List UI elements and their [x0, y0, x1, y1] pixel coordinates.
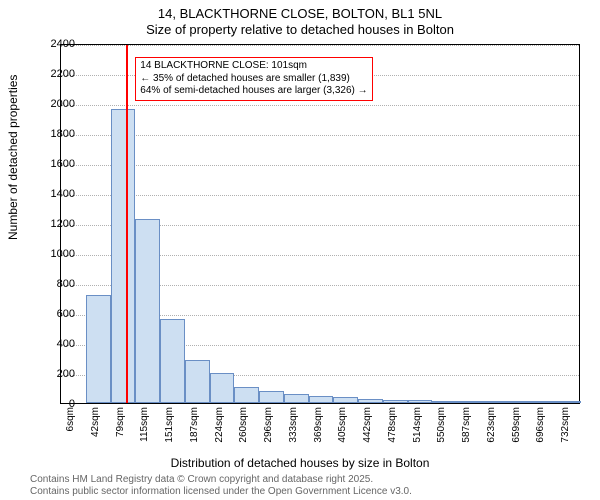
- ytick-label: 2400: [35, 38, 75, 50]
- ytick-label: 2200: [35, 68, 75, 80]
- ytick-label: 1600: [35, 158, 75, 170]
- histogram-bar: [457, 401, 482, 403]
- histogram-bar: [210, 373, 235, 403]
- xtick-label: 187sqm: [189, 407, 200, 457]
- ytick-label: 200: [35, 368, 75, 380]
- ytick-label: 1200: [35, 218, 75, 230]
- xtick-label: 296sqm: [263, 407, 274, 457]
- histogram-bar: [135, 219, 160, 404]
- footnote-line-1: Contains HM Land Registry data © Crown c…: [30, 474, 412, 486]
- histogram-bar: [185, 360, 210, 404]
- ytick-label: 2000: [35, 98, 75, 110]
- xtick-label: 151sqm: [164, 407, 175, 457]
- y-axis-label: Number of detached properties: [6, 75, 20, 240]
- xtick-label: 260sqm: [238, 407, 249, 457]
- xtick-label: 732sqm: [560, 407, 571, 457]
- xtick-label: 442sqm: [362, 407, 373, 457]
- ytick-label: 600: [35, 308, 75, 320]
- annotation-box: 14 BLACKTHORNE CLOSE: 101sqm← 35% of det…: [135, 57, 372, 101]
- marker-line: [126, 45, 128, 403]
- xtick-label: 405sqm: [337, 407, 348, 457]
- grid-line: [61, 45, 579, 46]
- histogram-bar: [284, 394, 309, 403]
- ytick-label: 0: [35, 398, 75, 410]
- grid-line: [61, 165, 579, 166]
- xtick-label: 550sqm: [436, 407, 447, 457]
- grid-line: [61, 195, 579, 196]
- histogram-bar: [234, 387, 259, 404]
- histogram-bar: [86, 295, 111, 403]
- xtick-label: 333sqm: [288, 407, 299, 457]
- plot-area: 6sqm42sqm79sqm115sqm151sqm187sqm224sqm26…: [60, 44, 580, 404]
- xtick-label: 478sqm: [387, 407, 398, 457]
- histogram-bar: [556, 401, 581, 403]
- histogram-bar: [259, 391, 284, 403]
- histogram-bar: [358, 399, 383, 404]
- ytick-label: 1800: [35, 128, 75, 140]
- xtick-label: 42sqm: [90, 407, 101, 457]
- histogram-bar: [531, 401, 556, 403]
- xtick-label: 623sqm: [486, 407, 497, 457]
- xtick-label: 79sqm: [115, 407, 126, 457]
- annotation-line: 14 BLACKTHORNE CLOSE: 101sqm: [140, 60, 367, 73]
- histogram-bar: [309, 396, 334, 404]
- xtick-label: 6sqm: [65, 407, 76, 457]
- grid-line: [61, 135, 579, 136]
- histogram-bar: [507, 401, 532, 403]
- chart-title: 14, BLACKTHORNE CLOSE, BOLTON, BL1 5NL: [0, 6, 600, 21]
- histogram-bar: [111, 109, 136, 403]
- histogram-bar: [408, 400, 433, 403]
- annotation-line: ← 35% of detached houses are smaller (1,…: [140, 73, 367, 86]
- xtick-label: 659sqm: [511, 407, 522, 457]
- histogram-bar: [432, 401, 457, 403]
- footnote-line-2: Contains public sector information licen…: [30, 486, 412, 498]
- histogram-bar: [482, 401, 507, 403]
- ytick-label: 400: [35, 338, 75, 350]
- footnote: Contains HM Land Registry data © Crown c…: [30, 474, 412, 498]
- xtick-label: 369sqm: [313, 407, 324, 457]
- ytick-label: 800: [35, 278, 75, 290]
- chart-subtitle: Size of property relative to detached ho…: [0, 22, 600, 37]
- grid-line: [61, 105, 579, 106]
- xtick-label: 115sqm: [139, 407, 150, 457]
- histogram-bar: [160, 319, 185, 403]
- ytick-label: 1400: [35, 188, 75, 200]
- xtick-label: 696sqm: [535, 407, 546, 457]
- ytick-label: 1000: [35, 248, 75, 260]
- annotation-line: 64% of semi-detached houses are larger (…: [140, 85, 367, 98]
- xtick-label: 514sqm: [412, 407, 423, 457]
- xtick-label: 587sqm: [461, 407, 472, 457]
- x-axis-label: Distribution of detached houses by size …: [0, 456, 600, 470]
- histogram-bar: [383, 400, 408, 403]
- xtick-label: 224sqm: [214, 407, 225, 457]
- histogram-bar: [333, 397, 358, 403]
